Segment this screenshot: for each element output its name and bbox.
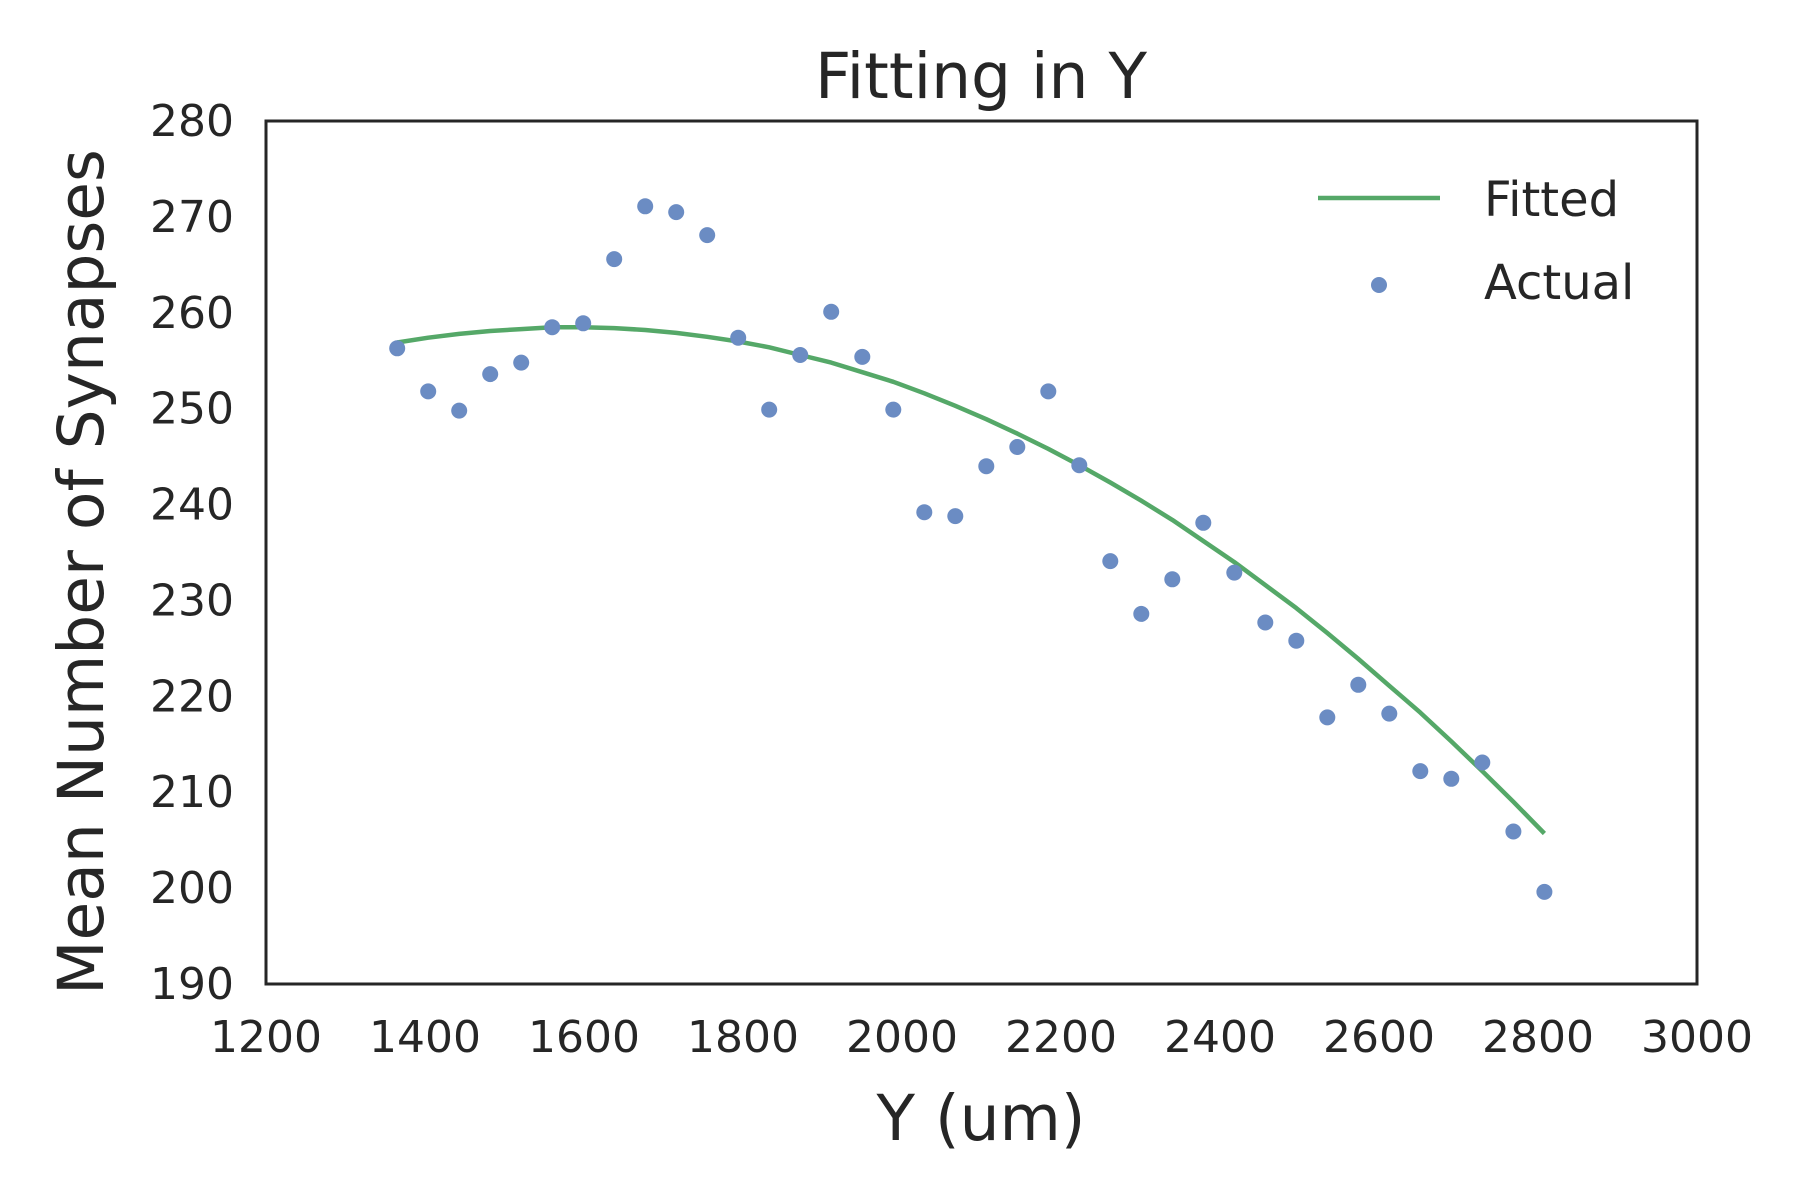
actual-point — [1133, 605, 1150, 622]
actual-point — [823, 303, 840, 320]
chart-title: Fitting in Y — [815, 40, 1147, 113]
actual-point — [854, 348, 871, 365]
y-tick-label: 230 — [150, 575, 234, 626]
y-tick-label: 250 — [150, 384, 234, 435]
plot-content — [389, 198, 1553, 900]
actual-point — [1102, 553, 1119, 570]
y-tick-label: 210 — [150, 767, 234, 818]
legend-actual-label: Actual — [1484, 255, 1634, 311]
actual-point — [451, 402, 468, 419]
actual-point — [885, 401, 902, 418]
actual-point — [1226, 564, 1243, 581]
y-tick-label: 190 — [150, 959, 234, 1010]
actual-point — [978, 458, 995, 475]
x-tick-label: 2200 — [1005, 1012, 1117, 1063]
x-tick-label: 2400 — [1164, 1012, 1276, 1063]
actual-point — [1412, 763, 1429, 780]
plot-frame — [264, 119, 1699, 986]
actual-point — [1319, 709, 1336, 726]
actual-point — [761, 401, 778, 418]
actual-point — [1474, 754, 1491, 771]
x-tick-labels: 1200 1400 1600 1800 2000 2200 2400 2600 2800 3000 — [210, 1012, 1753, 1063]
legend: Fitted Actual — [1318, 172, 1634, 311]
actual-point — [1350, 676, 1367, 693]
actual-point — [947, 508, 964, 525]
actual-point — [575, 315, 592, 332]
x-tick-label: 1600 — [528, 1012, 640, 1063]
fitted-line — [396, 324, 1547, 836]
actual-point — [1505, 823, 1522, 840]
y-tick-label: 260 — [150, 288, 234, 339]
y-tick-label: 220 — [150, 671, 234, 722]
actual-point — [1009, 439, 1026, 455]
y-tick-label: 270 — [150, 192, 234, 243]
actual-point — [699, 227, 716, 244]
actual-point — [420, 383, 437, 400]
actual-point — [1381, 705, 1398, 722]
x-tick-label: 1800 — [687, 1012, 799, 1063]
x-tick-label: 2000 — [846, 1012, 958, 1063]
x-tick-label: 1200 — [210, 1012, 322, 1063]
x-axis-label: Y (um) — [876, 1082, 1086, 1155]
y-tick-label: 240 — [150, 480, 234, 531]
actual-point — [513, 354, 530, 371]
actual-point — [1257, 614, 1274, 631]
legend-actual-swatch — [1371, 277, 1387, 293]
x-tick-label: 2800 — [1482, 1012, 1594, 1063]
actual-point — [730, 329, 747, 346]
actual-point — [482, 366, 499, 383]
legend-fitted-label: Fitted — [1484, 172, 1619, 228]
actual-point — [916, 504, 933, 521]
actual-point — [389, 340, 406, 357]
actual-point — [792, 347, 809, 363]
x-tick-label: 3000 — [1641, 1012, 1753, 1063]
actual-point — [1536, 883, 1553, 900]
y-tick-label: 200 — [150, 863, 234, 914]
y-tick-labels: 190 200 210 220 230 240 250 260 270 280 — [150, 96, 234, 1010]
actual-point — [1040, 383, 1057, 400]
actual-point — [1443, 770, 1460, 787]
actual-point — [544, 319, 561, 336]
y-tick-label: 280 — [150, 96, 234, 147]
actual-point — [1288, 632, 1305, 649]
actual-point — [637, 198, 654, 215]
actual-point — [606, 251, 623, 268]
x-tick-label: 1400 — [369, 1012, 481, 1063]
x-tick-label: 2600 — [1323, 1012, 1435, 1063]
actual-point — [668, 204, 685, 221]
actual-point — [1164, 571, 1181, 588]
actual-point — [1195, 514, 1212, 531]
actual-point — [1071, 457, 1088, 474]
y-axis-label: Mean Number of Synapses — [45, 149, 118, 995]
